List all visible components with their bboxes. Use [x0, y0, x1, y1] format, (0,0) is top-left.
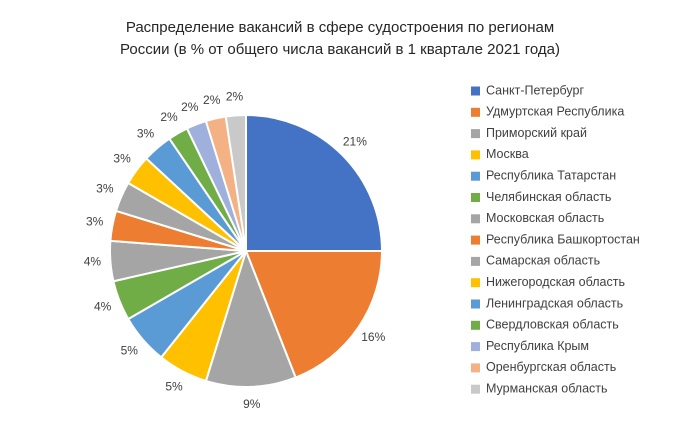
chart-title: России (в % от общего числа вакансий в 1…: [120, 41, 560, 58]
legend-swatch: [471, 278, 480, 288]
data-label: 16%: [361, 330, 385, 344]
pie-slice: [244, 250, 384, 379]
legend-label: Республика Крым: [486, 339, 589, 353]
legend-swatch: [471, 193, 480, 202]
legend-label: Самарская область: [486, 254, 600, 268]
legend-swatch: [471, 214, 480, 224]
legend-label: Удмуртская Республика: [486, 105, 624, 119]
pie-slice: [224, 113, 247, 252]
legend-label: Оренбургская область: [486, 360, 616, 374]
legend-label: Ленинградская область: [486, 296, 623, 310]
legend-label: Москва: [486, 147, 529, 161]
legend-swatch: [471, 129, 480, 139]
legend-swatch: [471, 235, 480, 245]
legend-label: Мурманская область: [486, 381, 608, 395]
data-label: 2%: [181, 100, 199, 114]
data-label: 3%: [96, 182, 114, 196]
data-label: 5%: [121, 344, 139, 358]
legend-label: Республика Татарстан: [486, 168, 616, 182]
legend-label: Нижегородская область: [486, 275, 625, 289]
legend-swatch: [471, 299, 480, 309]
data-label: 3%: [86, 215, 104, 229]
legend-label: Республика Башкортостан: [486, 232, 640, 246]
data-label: 2%: [160, 110, 178, 124]
pie-slice: [204, 247, 297, 388]
legend-swatch: [471, 86, 480, 96]
legend-label: Челябинская область: [486, 190, 611, 204]
legend-label: Московская область: [486, 211, 604, 225]
legend-swatch: [471, 107, 480, 117]
legend-swatch: [471, 320, 480, 330]
data-label: 5%: [165, 379, 183, 393]
data-label: 2%: [203, 93, 221, 107]
legend-label: Санкт-Петербург: [486, 83, 584, 97]
legend-label: Свердловская область: [486, 318, 619, 332]
legend-swatch: [471, 363, 480, 373]
legend-swatch: [471, 384, 480, 394]
data-label: 9%: [243, 397, 261, 411]
legend-swatch: [471, 342, 480, 352]
legend-swatch: [471, 256, 480, 266]
legend-swatch: [471, 171, 480, 181]
legend-label: Приморский край: [486, 126, 587, 140]
data-label: 2%: [226, 90, 244, 104]
chart-title: Распределение вакансий в сфере судострое…: [126, 19, 554, 36]
pie-slice: [245, 113, 384, 252]
data-label: 4%: [94, 299, 112, 313]
data-label: 3%: [113, 152, 131, 166]
data-label: 3%: [137, 126, 155, 140]
data-label: 21%: [343, 134, 367, 148]
legend-swatch: [471, 150, 480, 160]
data-label: 4%: [84, 255, 102, 269]
